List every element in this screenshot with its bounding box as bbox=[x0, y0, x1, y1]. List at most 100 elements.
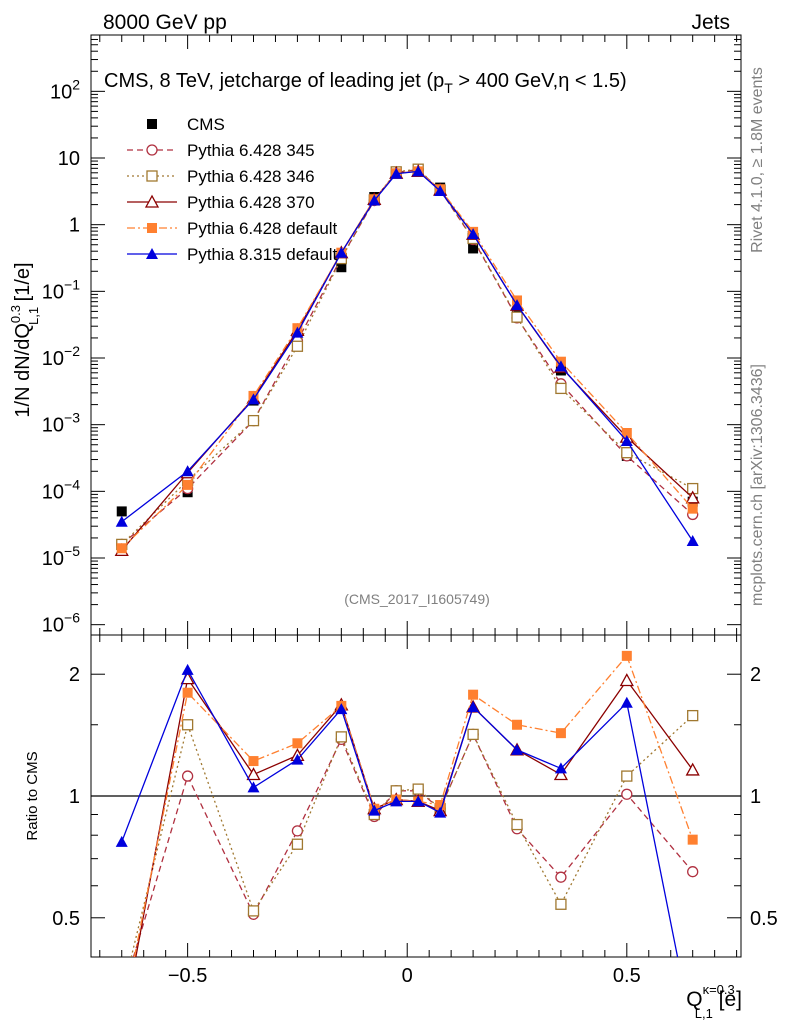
main-point-p8def bbox=[511, 299, 524, 311]
legend-marker-p370 bbox=[144, 194, 160, 208]
ratio-point-p346 bbox=[412, 783, 424, 795]
main-point-p8def bbox=[335, 246, 348, 258]
main-point-p8def bbox=[686, 534, 699, 546]
main-point-p6def bbox=[116, 543, 127, 554]
main-point-data bbox=[468, 243, 479, 254]
ratio-point-p8def bbox=[554, 762, 567, 774]
main-point-p6def bbox=[621, 428, 632, 439]
rivet-label: Rivet 4.1.0, ≥ 1.8M events bbox=[749, 67, 766, 253]
main-y-tick-label: 10−1 bbox=[42, 276, 80, 303]
ratio-point-p8def bbox=[291, 753, 304, 765]
ratio-point-p345 bbox=[291, 825, 304, 837]
x-tick-label: −0.5 bbox=[168, 965, 207, 987]
legend-label-p370: Pythia 6.428 370 bbox=[187, 193, 315, 212]
legend-label-p6def: Pythia 6.428 default bbox=[187, 219, 338, 238]
main-point-p346 bbox=[247, 414, 260, 427]
main-point-p346 bbox=[291, 340, 304, 352]
main-point-p8def bbox=[181, 465, 194, 477]
ratio-point-p345 bbox=[181, 770, 194, 782]
main-point-p346 bbox=[511, 311, 523, 323]
header-left: 8000 GeV pp bbox=[103, 11, 227, 34]
ratio-y-tick-label-right: 2 bbox=[750, 664, 761, 686]
main-point-p6def bbox=[687, 503, 698, 514]
ratio-line-p8def bbox=[121, 668, 679, 957]
ratio-point-p346 bbox=[511, 818, 523, 831]
main-point-p8def bbox=[368, 194, 381, 206]
main-line-p6def bbox=[121, 170, 694, 549]
main-point-p8def bbox=[115, 515, 128, 527]
legend-label-p345: Pythia 6.428 345 bbox=[187, 141, 315, 160]
main-point-p8def bbox=[620, 434, 633, 446]
main-point-p6def bbox=[182, 479, 193, 490]
ratio-y-tick-label: 1 bbox=[69, 786, 80, 808]
ratio-y-axis-label: Ratio to CMS bbox=[24, 751, 41, 840]
ratio-point-p8def bbox=[247, 781, 260, 793]
x-tick-label: 0.5 bbox=[613, 965, 641, 987]
x-tick-label: 0 bbox=[402, 965, 413, 987]
main-y-tick-label: 1 bbox=[69, 215, 80, 237]
legend-label-p346: Pythia 6.428 346 bbox=[187, 167, 315, 186]
ratio-line-p6def bbox=[133, 654, 694, 957]
ratio-point-p8def bbox=[368, 804, 381, 816]
ratio-point-p6def bbox=[621, 650, 632, 661]
main-y-tick-label: 102 bbox=[50, 76, 80, 103]
legend-marker-p8def bbox=[146, 248, 158, 259]
mcplots-label: mcplots.cern.ch [arXiv:1306.3436] bbox=[749, 364, 766, 606]
ratio-point-p345 bbox=[555, 871, 567, 883]
ratio-point-p346 bbox=[335, 731, 347, 743]
ratio-point-p346 bbox=[181, 719, 194, 731]
legend-label-p8def: Pythia 8.315 default bbox=[187, 245, 338, 264]
ratio-point-p370 bbox=[619, 673, 634, 687]
ratio-point-p6def bbox=[248, 756, 259, 767]
ratio-point-p370 bbox=[553, 767, 569, 781]
main-point-data bbox=[336, 262, 347, 273]
ratio-point-p8def bbox=[620, 696, 633, 708]
ratio-point-p346 bbox=[467, 728, 479, 741]
ratio-point-p6def bbox=[512, 719, 523, 730]
x-axis-label: Qκ=0.3 L,1 [e] bbox=[686, 982, 742, 1021]
ratio-point-p6def bbox=[468, 689, 479, 700]
main-point-p8def bbox=[291, 326, 304, 338]
main-point-p346 bbox=[555, 382, 567, 395]
main-line-p346 bbox=[121, 168, 694, 545]
main-y-tick-label: 10−5 bbox=[42, 543, 80, 570]
main-point-p8def bbox=[434, 184, 447, 196]
main-point-p8def bbox=[412, 165, 425, 177]
ratio-point-p346 bbox=[687, 709, 699, 722]
ratio-point-p345 bbox=[117, 991, 127, 1001]
main-line-p8def bbox=[121, 170, 694, 542]
ratio-point-p8def bbox=[511, 743, 524, 755]
ratio-point-p8def bbox=[467, 700, 480, 712]
ratio-point-p370 bbox=[685, 762, 700, 776]
main-point-p370 bbox=[685, 490, 700, 504]
main-point-p8def bbox=[390, 167, 403, 179]
ratio-point-p345 bbox=[621, 788, 633, 800]
ratio-y-tick-label-right: 0.5 bbox=[750, 908, 778, 930]
ratio-point-p346 bbox=[247, 905, 260, 917]
main-point-data bbox=[116, 506, 127, 517]
ratio-y-tick-label: 2 bbox=[69, 664, 80, 686]
ratio-point-p6def bbox=[687, 834, 698, 845]
legend-label-data: CMS bbox=[187, 115, 225, 134]
ratio-point-p6def bbox=[435, 800, 446, 811]
ratio-point-p8def bbox=[181, 663, 194, 675]
ratio-point-p345 bbox=[687, 866, 699, 878]
ratio-point-p8def bbox=[434, 806, 447, 818]
main-point-p8def bbox=[554, 360, 567, 372]
ratio-point-p6def bbox=[555, 728, 566, 739]
main-point-p8def bbox=[467, 228, 480, 240]
main-point-p8def bbox=[247, 393, 260, 405]
ratio-line-p346 bbox=[130, 715, 694, 957]
legend-marker-data bbox=[147, 119, 157, 129]
plot-title: CMS, 8 TeV, jetcharge of leading jet (pT… bbox=[104, 70, 627, 96]
legend-marker-p6def bbox=[147, 223, 157, 233]
ratio-point-p6def bbox=[292, 738, 303, 749]
ratio-point-p8def bbox=[115, 835, 128, 847]
ratio-y-tick-label-right: 1 bbox=[750, 786, 761, 808]
main-y-tick-label: 10−6 bbox=[42, 610, 80, 637]
main-y-tick-label: 10−2 bbox=[42, 343, 80, 370]
ratio-point-p346 bbox=[117, 991, 127, 1001]
ratio-point-p346 bbox=[621, 770, 633, 782]
ratio-point-p6def bbox=[182, 687, 193, 698]
